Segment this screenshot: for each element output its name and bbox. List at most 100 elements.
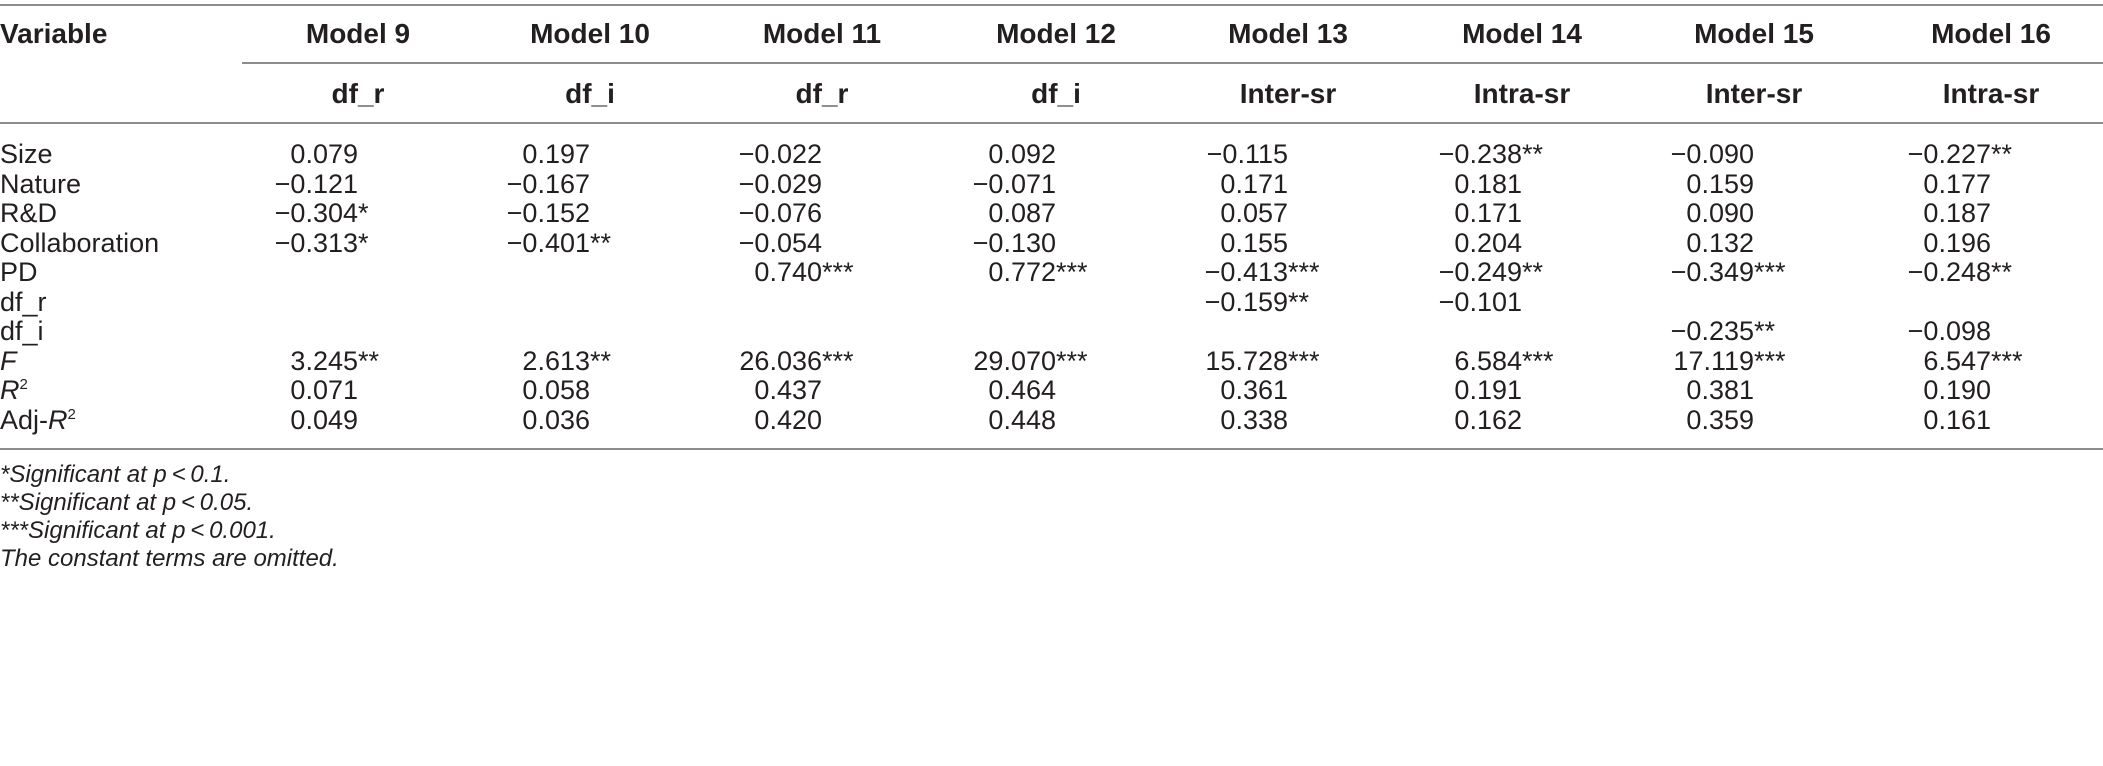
cell-value: 0.132	[1686, 227, 1754, 258]
table-cell: −0.235 **	[1634, 311, 1874, 351]
cell-significance: *	[358, 198, 369, 228]
row-variable: R&D	[0, 198, 58, 228]
table-note: ***Significant at p < 0.001.	[0, 517, 276, 544]
cell-value: 0.090	[1686, 198, 1754, 228]
cell-value: 0.772	[988, 257, 1056, 287]
header-dependent: df_r	[795, 78, 849, 109]
cell-significance: ***	[1754, 257, 1786, 287]
header-dependent: Intra-sr	[1473, 78, 1571, 109]
header-dependent: df_r	[331, 78, 385, 109]
cell-value: 15.728	[1205, 345, 1288, 376]
table-cell: 0.087	[936, 193, 1176, 233]
table-cell: 0.181	[1402, 164, 1642, 204]
cell-value: 0.159	[1686, 168, 1754, 199]
table-cell: −0.238 **	[1402, 134, 1642, 174]
cell-value: 0.359	[1686, 404, 1754, 435]
cell-value: 2.613	[522, 345, 590, 376]
cell-value: 6.584	[1454, 345, 1522, 376]
variable-prefix: Adj-	[0, 404, 49, 435]
cell-significance: ***	[1288, 345, 1320, 376]
cell-value: 0.190	[1923, 375, 1991, 405]
table-rule	[0, 448, 2103, 450]
table-cell: 0.171	[1402, 193, 1642, 233]
cell-value: −0.101	[1438, 286, 1522, 317]
variable-superscript: 2	[19, 376, 28, 393]
cell-significance: **	[1288, 286, 1310, 317]
row-variable: Collaboration	[0, 227, 160, 258]
header-dependent: Inter-sr	[1239, 78, 1337, 109]
cell-value: 0.361	[1220, 375, 1288, 405]
table-cell: 0.191	[1402, 370, 1642, 410]
table-cell: 0.058	[470, 370, 710, 410]
table-cell: −0.115	[1168, 134, 1408, 174]
table-cell: 0.204	[1402, 223, 1642, 263]
cell-value: −0.029	[738, 168, 822, 199]
table-cell: 0.057	[1168, 193, 1408, 233]
table-cell: 0.092	[936, 134, 1176, 174]
table-cell: 0.036	[470, 400, 710, 440]
cell-value: 0.079	[290, 139, 358, 169]
cell-value: 0.420	[754, 404, 822, 435]
cell-value: −0.401	[506, 227, 590, 258]
table-cell: 0.448	[936, 400, 1176, 440]
header-model: Model 11	[762, 18, 882, 49]
table-cell: −0.159 **	[1168, 282, 1408, 322]
table-cell: 0.132	[1634, 223, 1874, 263]
cell-significance: ***	[1288, 257, 1320, 287]
table-cell: 6.547 ***	[1871, 341, 2103, 381]
table-cell: 15.728 ***	[1168, 341, 1408, 381]
cell-value: 29.070	[973, 345, 1056, 376]
cell-significance: **	[1522, 257, 1544, 287]
cell-value: −0.235	[1670, 316, 1754, 346]
row-variable: PD	[0, 257, 38, 287]
table-cell: 0.071	[238, 370, 478, 410]
header-model: Model 13	[1228, 18, 1348, 49]
cell-value: 0.058	[522, 375, 590, 405]
table-cell: 0.171	[1168, 164, 1408, 204]
cell-value: 6.547	[1923, 345, 1991, 376]
cell-value: 17.119	[1673, 345, 1754, 376]
header-model: Model 16	[1931, 18, 2051, 49]
table-cell: 0.049	[238, 400, 478, 440]
table-cell: −0.248 **	[1871, 252, 2103, 292]
cell-significance: **	[358, 345, 380, 376]
cell-significance: ***	[822, 345, 854, 376]
row-variable: df_r	[0, 286, 47, 317]
cell-significance	[822, 400, 942, 440]
table-cell: 0.464	[936, 370, 1176, 410]
cell-value: 0.437	[754, 375, 822, 405]
table-cell: −0.054	[702, 223, 942, 263]
cell-value: 0.191	[1454, 375, 1522, 405]
cell-significance: **	[1754, 316, 1776, 346]
header-dependent: Intra-sr	[1942, 78, 2040, 109]
table-cell: 0.161	[1871, 400, 2103, 440]
cell-value: 0.187	[1923, 198, 1991, 228]
table-cell: −0.249 **	[1402, 252, 1642, 292]
cell-significance: ***	[822, 257, 854, 287]
cell-significance: ***	[1522, 345, 1554, 376]
table-cell: 0.420	[702, 400, 942, 440]
table-cell: 0.772 ***	[936, 252, 1176, 292]
cell-value: −0.152	[506, 198, 590, 228]
cell-value: 0.049	[290, 404, 358, 435]
table-cell: 0.159	[1634, 164, 1874, 204]
cell-value: 0.197	[522, 139, 590, 169]
header-model: Model 10	[530, 18, 650, 49]
cell-value: −0.167	[506, 168, 590, 199]
variable-italic: R	[0, 375, 20, 405]
table-cell: 0.361	[1168, 370, 1408, 410]
cell-value: 0.464	[988, 375, 1056, 405]
table-cell: −0.349 ***	[1634, 252, 1874, 292]
cell-significance: **	[590, 345, 612, 376]
row-variable: Adj-R2	[0, 400, 76, 440]
header-variable-label: Variable	[0, 18, 108, 49]
cell-value: −0.248	[1907, 257, 1991, 287]
cell-value: −0.227	[1907, 139, 1991, 169]
table-cell: −0.090	[1634, 134, 1874, 174]
cell-significance: **	[590, 227, 612, 258]
table-cell: 0.196	[1871, 223, 2103, 263]
row-variable: Nature	[0, 168, 82, 199]
table-cell: 0.197	[470, 134, 710, 174]
cell-significance: *	[358, 227, 369, 258]
